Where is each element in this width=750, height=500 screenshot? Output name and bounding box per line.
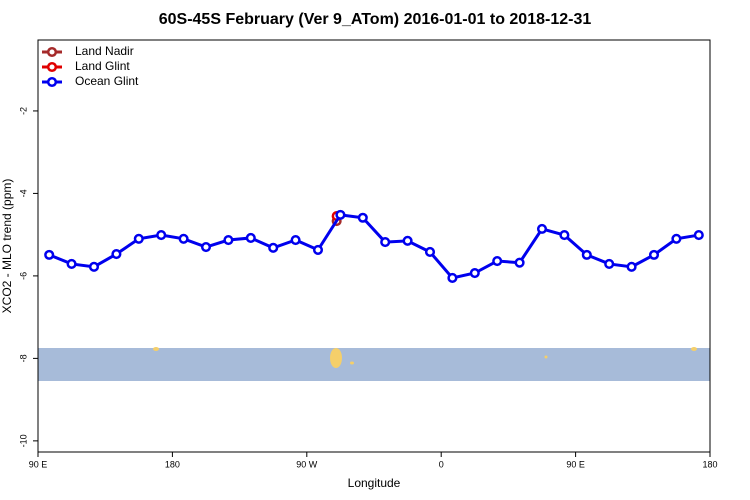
land-patch	[330, 348, 342, 368]
y-axis-label: XCO2 - MLO trend (ppm)	[0, 179, 14, 314]
x-axis-label: Longitude	[348, 476, 401, 490]
x-tick-label: 0	[439, 459, 444, 469]
data-point	[626, 261, 637, 272]
y-tick-label: -8	[18, 354, 28, 362]
x-tick-label: 180	[702, 459, 717, 469]
data-point	[492, 256, 503, 267]
y-tick-label: -10	[18, 434, 28, 447]
chart-title: 60S-45S February (Ver 9_ATom) 2016-01-01…	[159, 11, 592, 28]
data-point	[536, 223, 548, 234]
data-point	[559, 230, 570, 241]
legend-marker	[46, 61, 58, 73]
x-tick-label: 90 W	[296, 459, 318, 469]
x-tick-label: 90 E	[29, 459, 48, 469]
data-point	[514, 257, 525, 268]
series-line	[48, 213, 700, 280]
data-point	[88, 261, 100, 272]
data-point	[133, 233, 144, 244]
data-point	[245, 232, 256, 244]
data-point	[312, 244, 324, 255]
legend-marker	[46, 76, 58, 88]
y-tick-label: -2	[18, 107, 28, 115]
data-point	[604, 258, 615, 269]
data-point	[380, 237, 391, 248]
data-point	[648, 249, 660, 260]
legend-marker	[46, 46, 58, 58]
data-point	[581, 249, 592, 260]
land-patch	[153, 347, 159, 351]
data-point	[178, 233, 189, 244]
plot-frame	[37, 39, 711, 453]
land-patch	[544, 355, 548, 359]
x-tick-label: 90 E	[566, 459, 585, 469]
y-tick-label: -4	[18, 189, 28, 197]
data-point	[424, 246, 436, 258]
data-point	[200, 241, 212, 253]
land-patch	[350, 361, 354, 365]
data-point	[268, 242, 279, 253]
data-point	[44, 249, 55, 260]
data-point	[290, 234, 301, 246]
legend-label: Ocean Glint	[75, 74, 139, 88]
data-point	[447, 272, 458, 284]
data-point	[223, 234, 234, 246]
legend-label: Land Nadir	[75, 44, 134, 58]
data-point	[469, 267, 480, 279]
data-point	[671, 233, 682, 244]
data-point	[66, 258, 77, 269]
data-point	[357, 212, 368, 223]
data-point	[402, 235, 413, 246]
legend-label: Land Glint	[75, 59, 130, 73]
data-point	[335, 209, 346, 220]
map-band	[38, 348, 710, 381]
data-point	[156, 230, 167, 241]
land-patch	[691, 347, 697, 351]
data-point	[111, 248, 122, 260]
data-point	[693, 230, 704, 241]
x-tick-label: 180	[165, 459, 180, 469]
y-tick-label: -6	[18, 272, 28, 280]
